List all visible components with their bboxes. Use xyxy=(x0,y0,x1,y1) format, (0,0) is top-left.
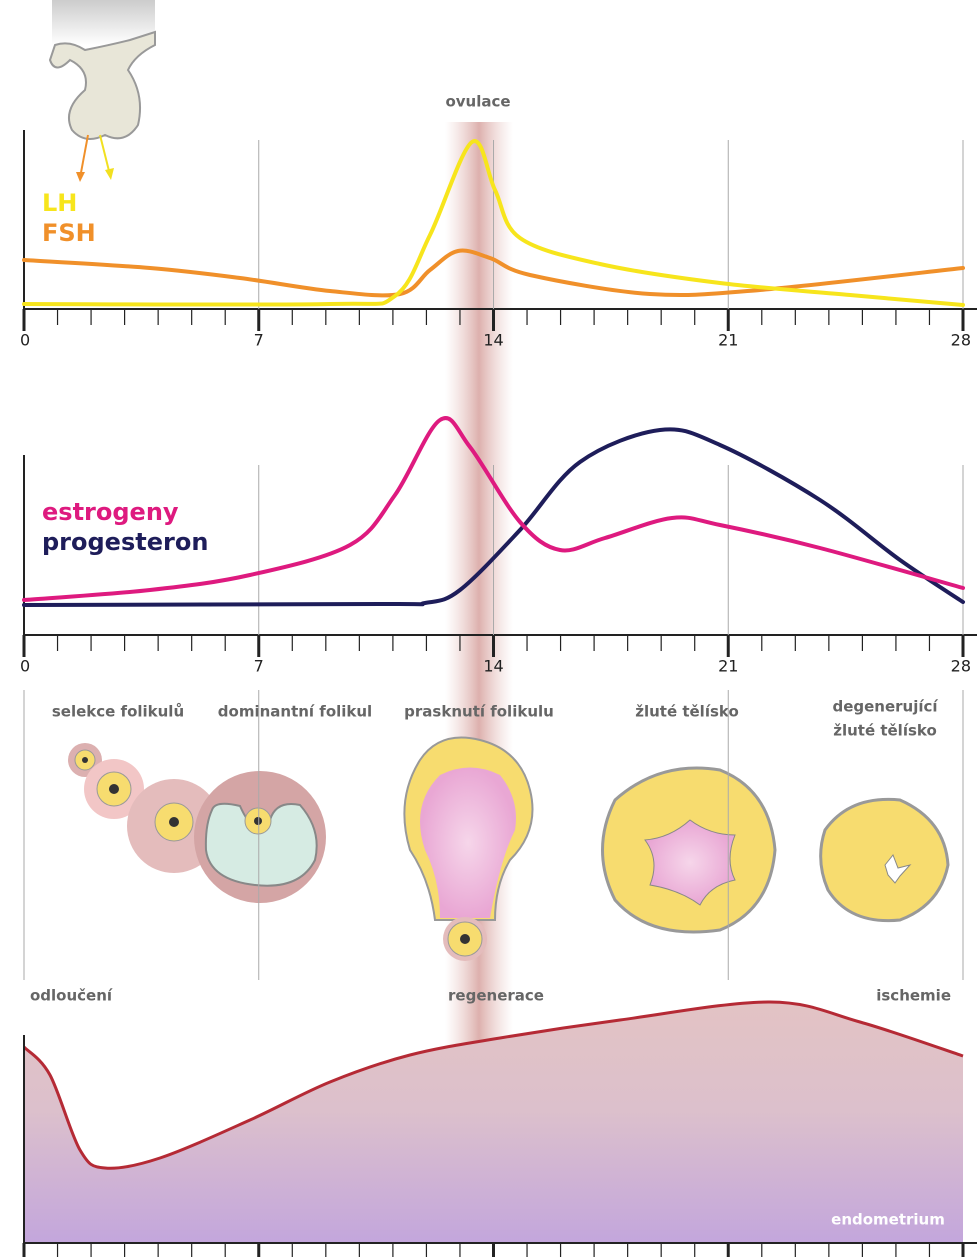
x-tick-label: 7 xyxy=(254,331,264,350)
diagram: ovulace LH FSH estrogeny progesteron sel… xyxy=(0,0,979,1257)
stage-label: žluté tělísko xyxy=(635,703,739,721)
body: ovulace LH FSH estrogeny progesteron sel… xyxy=(0,0,979,1257)
arrow-lh xyxy=(100,135,110,175)
phase-label: ischemie xyxy=(876,987,951,1005)
x-tick-label: 7 xyxy=(254,657,264,676)
estrogen-label: estrogeny xyxy=(42,498,179,526)
corpus-luteum xyxy=(603,768,949,932)
stage-label: žluté tělísko xyxy=(833,722,937,740)
arrow-fsh xyxy=(80,135,88,178)
pituitary xyxy=(50,32,155,139)
endometrium-label: endometrium xyxy=(831,1211,945,1229)
x-tick-label: 14 xyxy=(483,657,503,676)
x-tick-label: 21 xyxy=(718,657,738,676)
phase-label: odloučení xyxy=(30,987,113,1005)
arrow-head xyxy=(76,172,85,182)
page: {"ovulation": "ovulace", "gonadotropins"… xyxy=(0,0,979,1257)
x-tick-label: 14 xyxy=(483,331,503,350)
arrow-head xyxy=(105,168,114,180)
layers xyxy=(24,1002,963,1243)
stage-label: selekce folikulů xyxy=(52,703,184,721)
x-tick-label: 28 xyxy=(951,657,971,676)
x-tick-label: 21 xyxy=(718,331,738,350)
fsh-label: FSH xyxy=(42,219,96,247)
stage-label: prasknutí folikulu xyxy=(404,703,554,721)
follicles xyxy=(68,743,326,903)
progesterone-label: progesteron xyxy=(42,528,208,556)
phase-label: regenerace xyxy=(448,987,544,1005)
x-tick-label: 28 xyxy=(951,331,971,350)
ruptured-follicle xyxy=(404,738,532,962)
x-tick-label: 0 xyxy=(20,657,30,676)
stage-label: degenerující xyxy=(832,698,938,716)
stage-label: dominantní folikul xyxy=(218,703,372,721)
ovulation-label: ovulace xyxy=(445,93,510,111)
lh-label: LH xyxy=(42,189,77,217)
x-tick-label: 0 xyxy=(20,331,30,350)
